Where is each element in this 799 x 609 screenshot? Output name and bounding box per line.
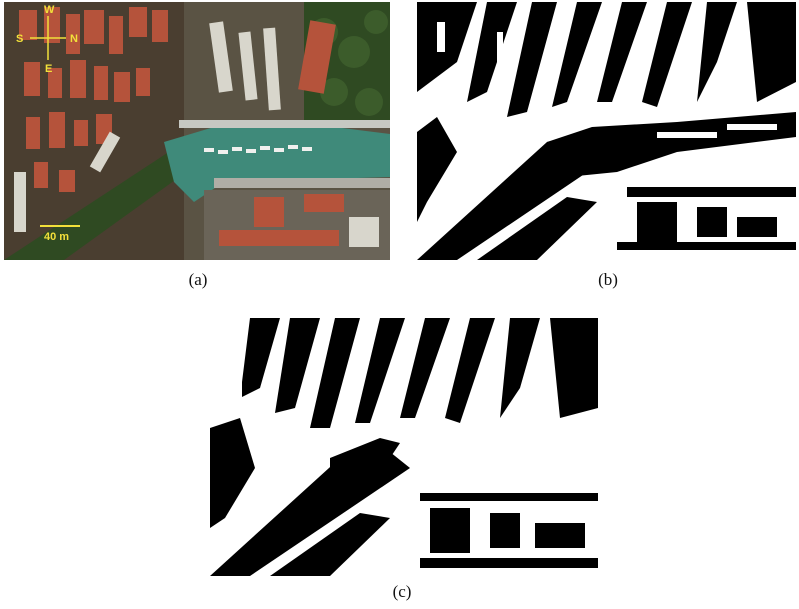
aerial-photo: W S N E 40 m: [4, 2, 390, 260]
binary-mask-b: [417, 2, 796, 260]
compass-left-label: S: [16, 33, 23, 45]
binary-mask-b-panel: [417, 2, 796, 260]
compass-right-label: N: [70, 33, 78, 45]
caption-c: (c): [392, 582, 412, 601]
caption-b: (b): [598, 270, 618, 289]
binary-mask-c: [210, 318, 598, 576]
binary-mask-c-panel: [210, 318, 598, 576]
caption-a: (a): [188, 270, 208, 289]
compass: [30, 16, 66, 60]
compass-bottom-label: E: [45, 63, 52, 75]
compass-top-label: W: [44, 4, 55, 16]
aerial-photo-panel: W S N E 40 m: [4, 2, 390, 260]
scale-bar-label: 40 m: [44, 231, 69, 243]
roof-blocks: [19, 7, 168, 192]
